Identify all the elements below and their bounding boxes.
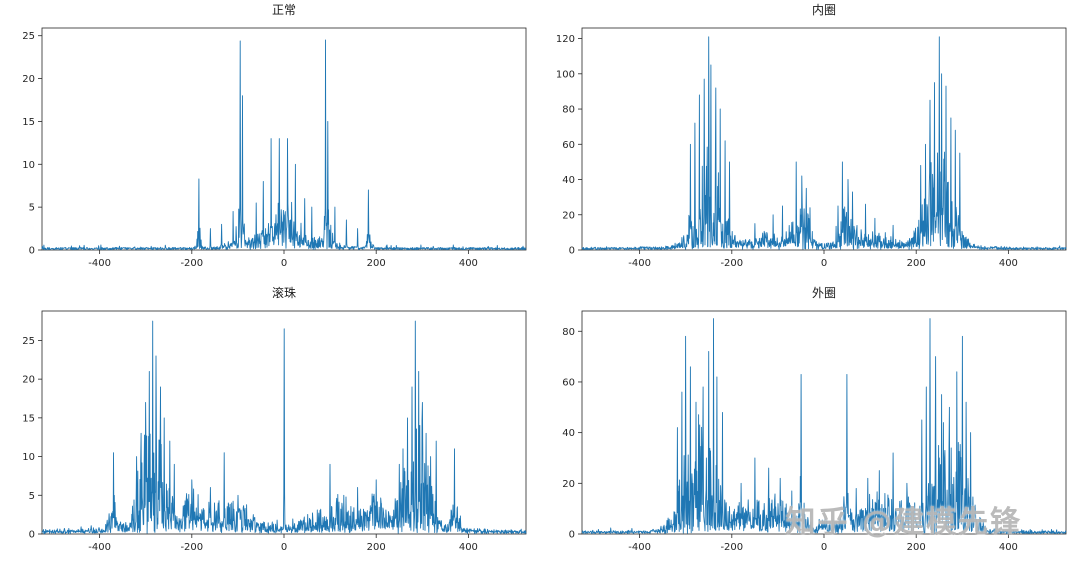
svg-text:-200: -200	[180, 258, 203, 269]
svg-text:100: 100	[556, 69, 575, 80]
svg-text:80: 80	[562, 105, 575, 116]
svg-text:20: 20	[22, 375, 35, 386]
svg-text:200: 200	[367, 542, 386, 553]
subplot-inner-ring: 内圈 -400 -200 0 200 400 0 20 40 60 80 100 120	[540, 0, 1080, 283]
chart-title: 内圈	[811, 3, 836, 17]
plot-canvas-inner-ring: -400 -200 0 200 400 0 20 40 60 80 100 120	[556, 27, 1067, 269]
svg-text:-400: -400	[88, 258, 111, 269]
svg-text:20: 20	[562, 479, 575, 490]
svg-text:0: 0	[569, 530, 575, 541]
subplot-outer-ring: 外圈 -400 -200 0 200 400 0 20 40 60 80	[540, 283, 1080, 567]
svg-text:200: 200	[907, 542, 926, 553]
svg-text:120: 120	[556, 34, 575, 45]
svg-text:80: 80	[562, 327, 575, 338]
svg-text:10: 10	[22, 160, 35, 171]
svg-text:60: 60	[562, 140, 575, 151]
svg-text:-400: -400	[628, 542, 651, 553]
plot-canvas-ball: -400 -200 0 200 400 0 5 10 15 20 25	[22, 310, 527, 553]
svg-text:5: 5	[29, 203, 35, 214]
svg-text:400: 400	[459, 542, 478, 553]
svg-text:0: 0	[821, 542, 827, 553]
plot-canvas-normal: -400 -200 0 200 400 0 5 10 15 20 25	[22, 27, 527, 269]
svg-text:0: 0	[29, 530, 35, 541]
svg-text:25: 25	[22, 336, 35, 347]
chart-title: 滚珠	[271, 286, 296, 300]
subplot-normal: 正常 -400 -200 0 200 400 0 5 10 15 20 25	[0, 0, 540, 283]
svg-text:0: 0	[29, 246, 35, 257]
svg-text:0: 0	[821, 258, 827, 269]
svg-text:-200: -200	[720, 258, 743, 269]
plot-canvas-outer-ring: -400 -200 0 200 400 0 20 40 60 80	[562, 310, 1067, 553]
svg-text:40: 40	[562, 175, 575, 186]
svg-text:400: 400	[999, 542, 1018, 553]
svg-text:5: 5	[29, 491, 35, 502]
svg-text:20: 20	[562, 210, 575, 221]
svg-text:400: 400	[999, 258, 1018, 269]
chart-title: 正常	[271, 3, 296, 17]
svg-text:-200: -200	[180, 542, 203, 553]
svg-text:0: 0	[281, 542, 287, 553]
svg-text:10: 10	[22, 452, 35, 463]
svg-text:20: 20	[22, 74, 35, 85]
subplot-ball: 滚珠 -400 -200 0 200 400 0 5 10 15 20 25	[0, 283, 540, 567]
svg-text:-200: -200	[720, 542, 743, 553]
svg-text:200: 200	[367, 258, 386, 269]
svg-text:400: 400	[459, 258, 478, 269]
svg-text:0: 0	[281, 258, 287, 269]
svg-text:15: 15	[22, 117, 35, 128]
svg-text:0: 0	[569, 246, 575, 257]
svg-text:60: 60	[562, 377, 575, 388]
svg-text:-400: -400	[628, 258, 651, 269]
svg-text:-400: -400	[88, 542, 111, 553]
svg-text:25: 25	[22, 31, 35, 42]
svg-text:40: 40	[562, 428, 575, 439]
svg-text:15: 15	[22, 413, 35, 424]
svg-text:200: 200	[907, 258, 926, 269]
chart-title: 外圈	[811, 286, 836, 300]
